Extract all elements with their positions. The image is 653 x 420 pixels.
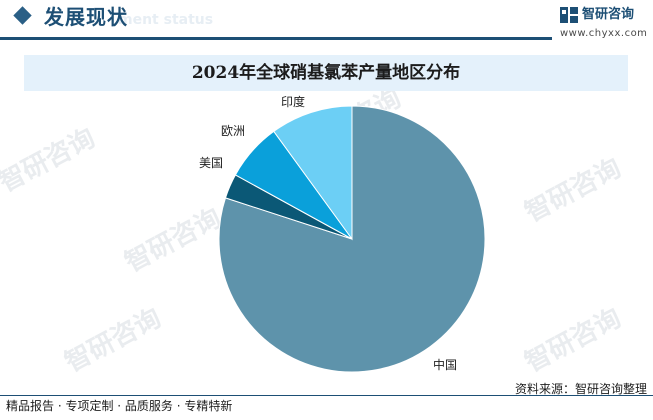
pie-slice-3 [273, 105, 353, 241]
pie-slice-label-3: 印度 [281, 94, 305, 109]
brand-url: www.chyxx.com [560, 28, 648, 39]
pie-slice-label-1: 美国 [199, 156, 223, 170]
section-subtitle-en: ment status [118, 12, 214, 28]
header-divider [0, 37, 552, 40]
section-title: 发展现状 [44, 5, 128, 29]
source-note: 资料来源：智研咨询整理 [514, 382, 647, 396]
brand-name: 智研咨询 [582, 7, 635, 22]
chart-title-band: 2024年全球硝基氯苯产量地区分布 [24, 55, 628, 91]
footer-tagline: 精品报告 · 专项定制 · 品质服务 · 专精特新 [6, 399, 233, 413]
pie-slice-label-0: 中国 [433, 357, 457, 372]
footer-divider [0, 395, 653, 396]
brand-logo-icon [560, 7, 578, 23]
chart-title: 2024年全球硝基氯苯产量地区分布 [191, 63, 461, 83]
pie-slice-label-2: 欧洲 [221, 124, 245, 138]
header: ment status 发展现状 智研咨询 www.chyxx.com [0, 0, 653, 44]
